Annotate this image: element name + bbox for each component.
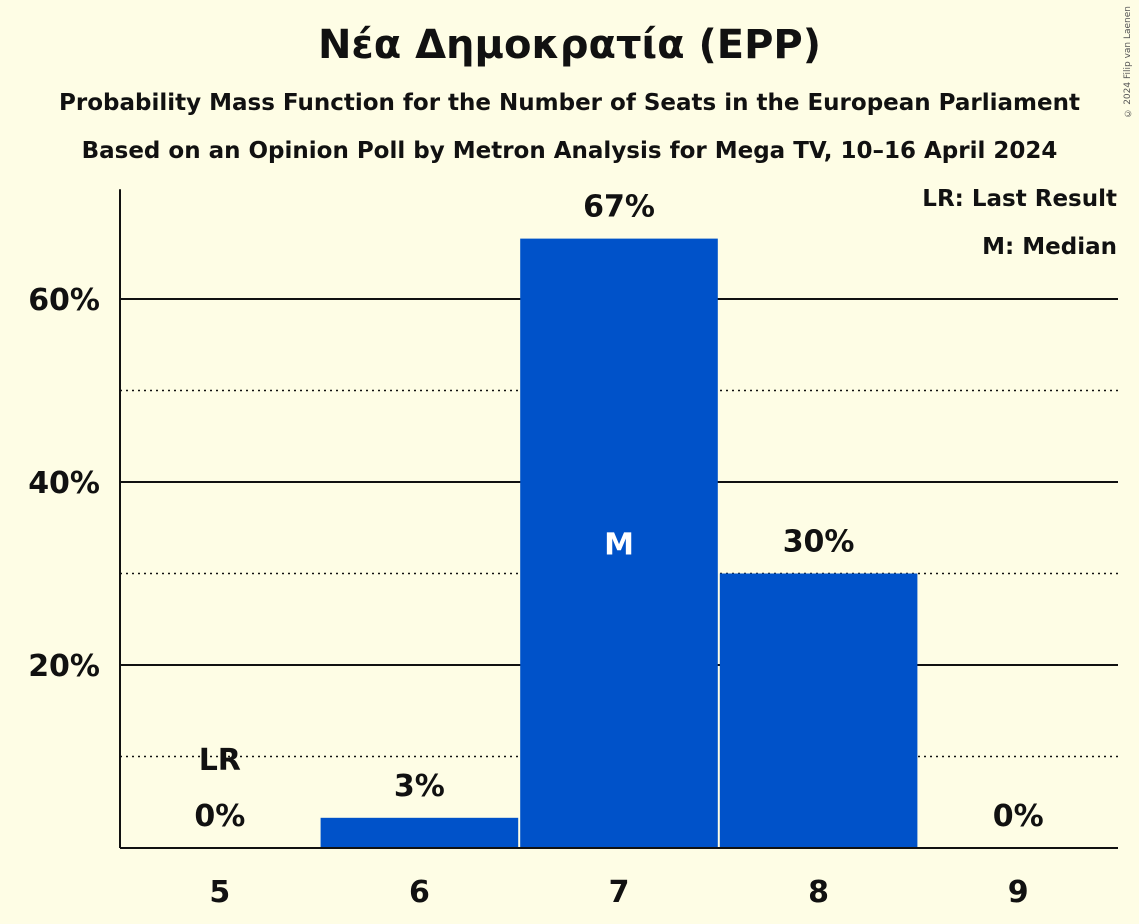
chart-title: Νέα Δημοκρατία (EPP) [317, 22, 822, 68]
x-tick-label-5: 5 [209, 875, 230, 910]
x-tick-label-6: 6 [409, 875, 430, 910]
chart-subtitle-source: Based on an Opinion Poll by Metron Analy… [81, 138, 1058, 164]
bar-7 [520, 238, 718, 849]
y-tick-label-2: 60% [28, 283, 100, 318]
value-label-8: 30% [783, 525, 855, 560]
chart-subtitle: Probability Mass Function for the Number… [59, 90, 1080, 116]
median-marker: M [604, 527, 634, 562]
value-label-9: 0% [993, 799, 1044, 834]
y-tick-label-1: 40% [28, 466, 100, 501]
bar-6 [320, 817, 519, 848]
bar-8 [719, 573, 918, 848]
last-result-marker: LR [199, 743, 241, 778]
legend-median: M: Median [982, 234, 1117, 260]
x-tick-label-8: 8 [808, 875, 829, 910]
value-label-5: 0% [194, 799, 245, 834]
x-tick-label-9: 9 [1008, 875, 1029, 910]
y-tick-label-0: 20% [28, 649, 100, 684]
value-label-7: 67% [583, 190, 655, 225]
x-tick-label-7: 7 [609, 875, 630, 910]
legend-last-result: LR: Last Result [922, 186, 1117, 212]
value-label-6: 3% [394, 769, 445, 804]
